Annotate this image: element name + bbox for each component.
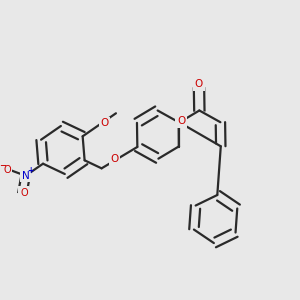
Text: −: − bbox=[0, 161, 6, 170]
Text: O: O bbox=[3, 165, 11, 175]
Text: N: N bbox=[22, 171, 29, 181]
Text: O: O bbox=[20, 188, 28, 198]
Text: O: O bbox=[177, 116, 185, 126]
Text: O: O bbox=[110, 154, 119, 164]
Text: O: O bbox=[100, 118, 109, 128]
Text: +: + bbox=[28, 166, 34, 175]
Text: O: O bbox=[195, 79, 203, 89]
